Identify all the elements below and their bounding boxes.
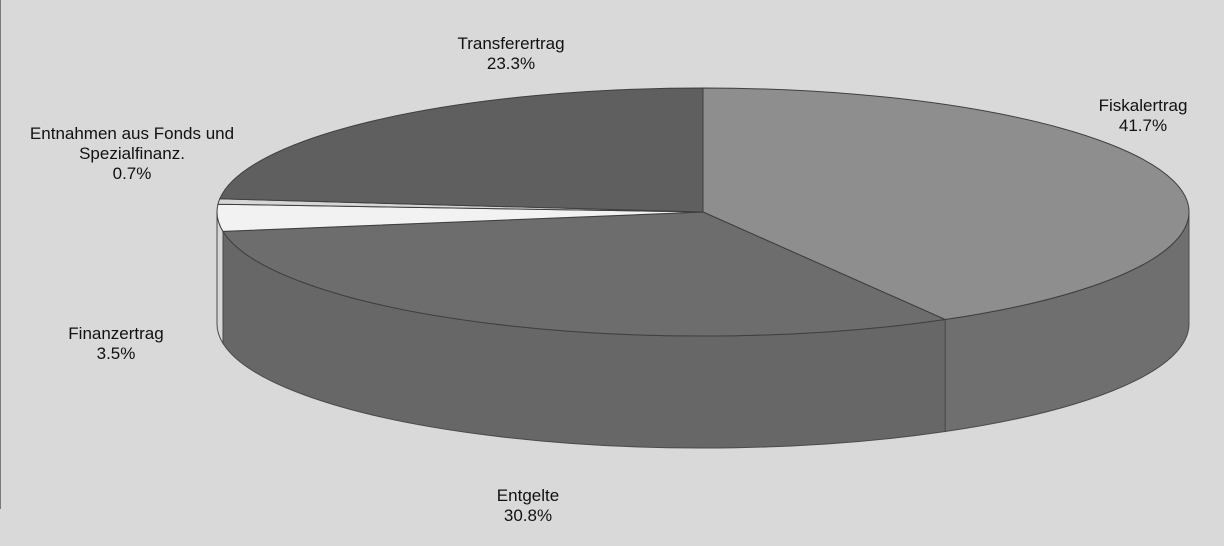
label-transferertrag-value: 23.3% [486,54,536,73]
label-finanzertrag-value: 3.5% [96,344,136,363]
label-fiskalertrag-value: 41.7% [1118,116,1168,135]
label-finanzertrag-name: Finanzertrag [68,324,164,343]
label-fiskalertrag-name: Fiskalertrag [1098,96,1188,115]
pie-side-walls [216,211,1190,449]
label-entnahmen: Entnahmen aus Fonds und Spezialfinanz. 0… [1,104,263,204]
pie-side-finanzertrag [216,211,224,346]
label-transferertrag-name: Transferertrag [457,34,565,53]
label-entgelte-name: Entgelte [496,486,560,505]
pie-slice-entgelte [222,211,947,337]
pie-slice-fiskalertrag [702,87,1190,321]
label-finanzertrag: Finanzertrag 3.5% [51,304,181,384]
label-transferertrag: Transferertrag 23.3% [421,14,601,94]
label-entnahmen-value: 0.7% [112,164,152,183]
pie-chart: Fiskalertrag 41.7% Entgelte 30.8% Finanz… [0,0,1203,525]
pie-top-faces [216,87,1190,337]
label-fiskalertrag: Fiskalertrag 41.7% [1083,76,1203,156]
pie-slice-transferertrag [219,87,704,213]
label-entgelte-value: 30.8% [503,506,553,525]
label-entnahmen-name: Entnahmen aus Fonds und Spezialfinanz. [29,124,235,163]
pie-chart-svg [216,87,1190,449]
label-entgelte: Entgelte 30.8% [473,466,583,546]
